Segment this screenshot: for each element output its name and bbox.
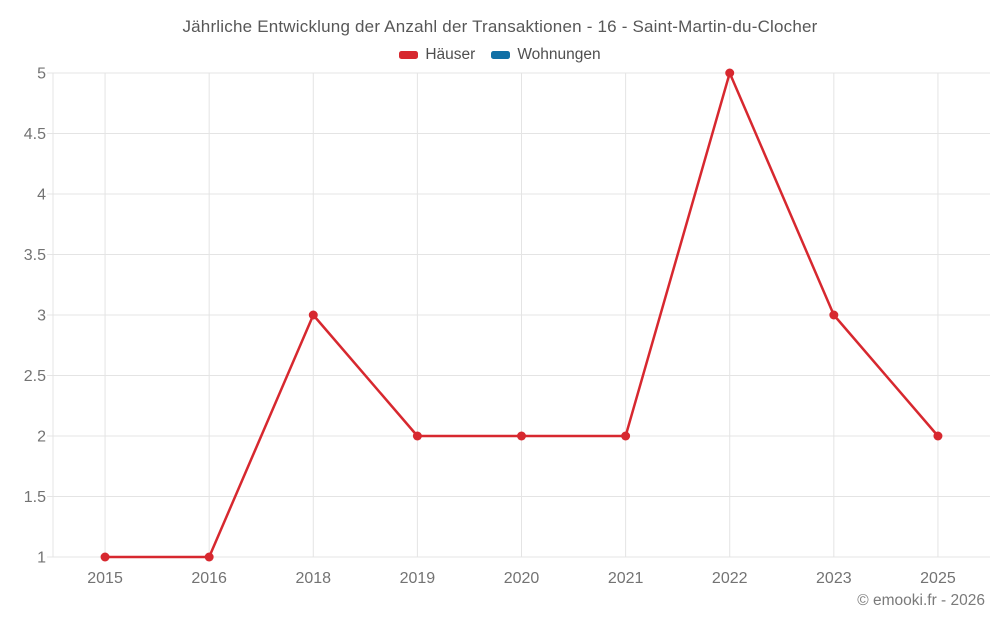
legend-item-wohnungen[interactable]: Wohnungen — [491, 46, 601, 64]
legend-label: Wohnungen — [517, 46, 601, 63]
x-axis-tick-label: 2018 — [295, 570, 331, 587]
data-point-häuser-2018[interactable] — [308, 310, 318, 320]
x-axis-tick-label: 2020 — [504, 570, 540, 587]
x-axis-tick-label: 2016 — [191, 570, 227, 587]
y-axis-tick-label: 3.5 — [24, 247, 46, 264]
series-layer — [100, 68, 943, 562]
axis-labels: 1 1.5 2 2.5 3 3.5 4 4.5 5 2015 2016 2018 2019 2020 202… — [24, 66, 956, 588]
chart-title: Jährliche Entwicklung der Anzahl der Tra… — [182, 17, 818, 36]
y-axis-tick-label: 2.5 — [24, 368, 46, 385]
data-point-häuser-2015[interactable] — [100, 552, 110, 562]
copyright-footer: © emooki.fr - 2026 — [857, 592, 985, 609]
data-point-häuser-2023[interactable] — [829, 310, 839, 320]
legend-swatch-häuser — [399, 51, 419, 59]
gridlines — [47, 72, 990, 558]
data-point-häuser-2020[interactable] — [517, 431, 526, 441]
legend-item-häuser[interactable]: Häuser — [399, 46, 475, 64]
y-axis-tick-label: 1 — [37, 550, 46, 567]
y-axis-tick-label: 3 — [37, 308, 46, 325]
legend-swatch-wohnungen — [491, 51, 511, 59]
y-axis-tick-label: 4.5 — [24, 126, 46, 143]
data-point-häuser-2016[interactable] — [204, 552, 214, 562]
data-point-häuser-2022[interactable] — [725, 68, 735, 78]
x-axis-tick-label: 2022 — [712, 570, 748, 587]
x-axis-tick-label: 2021 — [608, 570, 644, 587]
data-point-häuser-2025[interactable] — [933, 431, 943, 441]
x-axis-tick-label: 2025 — [920, 570, 956, 587]
x-axis-tick-label: 2015 — [87, 570, 123, 587]
y-axis-tick-label: 2 — [37, 429, 46, 446]
x-axis-tick-label: 2023 — [816, 570, 852, 587]
legend-label: Häuser — [425, 46, 476, 63]
data-point-häuser-2021[interactable] — [621, 431, 631, 441]
x-axis-tick-label: 2019 — [400, 570, 436, 587]
y-axis-tick-label: 4 — [37, 187, 46, 204]
y-axis-tick-label: 5 — [37, 66, 46, 83]
data-point-häuser-2019[interactable] — [412, 431, 422, 441]
chart-legend: Häuser Wohnungen — [0, 46, 1000, 64]
y-axis-tick-label: 1.5 — [24, 489, 46, 506]
